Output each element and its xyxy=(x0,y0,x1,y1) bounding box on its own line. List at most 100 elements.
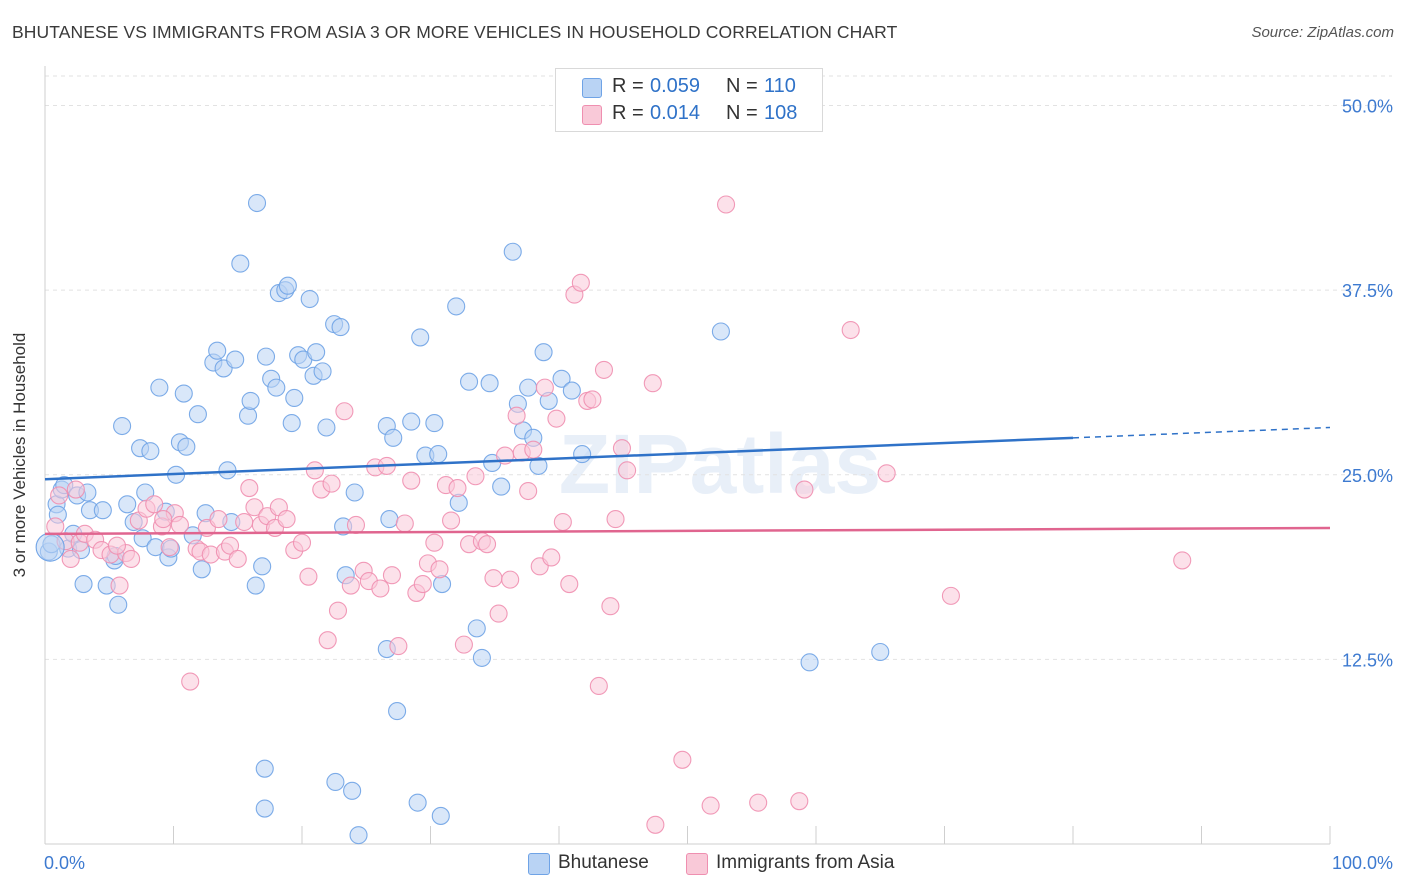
bottom-legend-swatch-immigrants-asia xyxy=(686,853,708,875)
data-point xyxy=(711,322,730,341)
data-point xyxy=(467,619,486,638)
data-point xyxy=(93,501,112,520)
data-point xyxy=(562,381,581,400)
data-point xyxy=(282,414,301,433)
data-point xyxy=(341,576,360,595)
y-tick-label: 37.5% xyxy=(1342,281,1393,301)
data-point xyxy=(292,533,312,552)
data-point xyxy=(411,328,430,347)
data-point xyxy=(941,586,960,605)
data-point xyxy=(459,372,479,391)
legend-swatch-bhutanese xyxy=(582,78,602,98)
data-point xyxy=(413,575,432,594)
data-point xyxy=(326,772,345,792)
data-point xyxy=(107,536,127,555)
data-point xyxy=(1173,551,1192,570)
legend-r-value: 0.059 xyxy=(650,75,701,97)
trend-line-bhutanese xyxy=(44,436,1074,481)
data-point xyxy=(529,456,548,475)
data-point xyxy=(433,575,452,594)
data-point xyxy=(278,276,297,295)
data-point xyxy=(384,428,403,447)
data-point xyxy=(583,390,602,409)
series-points xyxy=(35,193,1192,845)
data-point xyxy=(430,560,449,579)
legend-n-label: N = xyxy=(726,75,758,97)
data-point xyxy=(402,412,421,431)
data-point xyxy=(429,445,448,464)
data-point xyxy=(402,471,421,490)
data-point xyxy=(253,557,272,576)
data-point xyxy=(74,575,93,594)
data-point xyxy=(218,461,237,480)
x-tick-label: 100.0% xyxy=(1332,853,1393,873)
data-point xyxy=(380,510,399,529)
data-point xyxy=(317,418,336,437)
data-point xyxy=(573,445,592,464)
data-point xyxy=(299,567,318,586)
trend-lines xyxy=(44,426,1331,536)
chart-title: BHUTANESE VS IMMIGRANTS FROM ASIA 3 OR M… xyxy=(12,22,898,42)
data-point xyxy=(238,406,258,425)
data-point xyxy=(606,510,625,529)
data-point xyxy=(790,792,809,811)
data-point xyxy=(507,406,526,425)
data-point xyxy=(571,273,590,292)
data-point xyxy=(524,440,543,459)
data-point xyxy=(484,569,503,588)
data-point xyxy=(492,477,511,496)
legend-n-label: N = xyxy=(726,102,758,124)
data-point xyxy=(313,362,332,381)
data-point xyxy=(425,414,444,433)
data-point xyxy=(388,702,407,721)
data-point xyxy=(208,341,227,360)
data-point xyxy=(408,793,427,812)
data-point xyxy=(226,350,245,369)
correlation-legend: R = 0.059 N = 110 R = 0.014 N = 108 xyxy=(555,68,823,132)
data-point xyxy=(209,510,228,529)
y-tick-label: 25.0% xyxy=(1342,466,1393,486)
data-point xyxy=(553,512,572,532)
data-point xyxy=(177,437,196,456)
data-point xyxy=(749,793,768,812)
data-point xyxy=(331,318,350,337)
data-point xyxy=(454,635,473,654)
data-point xyxy=(534,343,553,362)
data-point xyxy=(61,549,80,569)
legend-n-value: 108 xyxy=(764,102,798,124)
data-point xyxy=(307,343,326,362)
data-point xyxy=(346,515,366,535)
axes xyxy=(44,66,1331,845)
data-point xyxy=(618,461,637,480)
data-point xyxy=(318,631,337,650)
data-point xyxy=(442,511,461,530)
watermark: ZIPatlas xyxy=(559,417,881,511)
trend-line-bhutanese-extension xyxy=(1072,426,1331,439)
data-point xyxy=(174,384,193,403)
data-point xyxy=(335,402,354,421)
data-point xyxy=(612,439,632,458)
source-label: Source: ZipAtlas.com xyxy=(1251,24,1394,41)
data-point xyxy=(113,416,132,436)
data-point xyxy=(235,512,254,532)
bottom-legend-swatch-bhutanese xyxy=(528,853,550,875)
data-point xyxy=(345,483,364,502)
data-point xyxy=(480,374,499,393)
data-point xyxy=(646,815,665,834)
data-point xyxy=(795,480,814,499)
data-point xyxy=(256,347,276,366)
data-point xyxy=(800,653,819,672)
data-point xyxy=(542,548,561,567)
data-point xyxy=(255,799,274,818)
data-point xyxy=(188,405,207,424)
data-point xyxy=(466,467,485,486)
data-point xyxy=(150,378,169,397)
bottom-legend-label: Immigrants from Asia xyxy=(716,852,895,873)
data-point xyxy=(431,806,450,825)
data-point xyxy=(245,498,264,517)
data-point xyxy=(519,481,538,501)
data-point xyxy=(241,391,260,410)
data-point xyxy=(560,575,579,594)
data-point xyxy=(66,480,85,499)
data-point xyxy=(160,538,179,557)
